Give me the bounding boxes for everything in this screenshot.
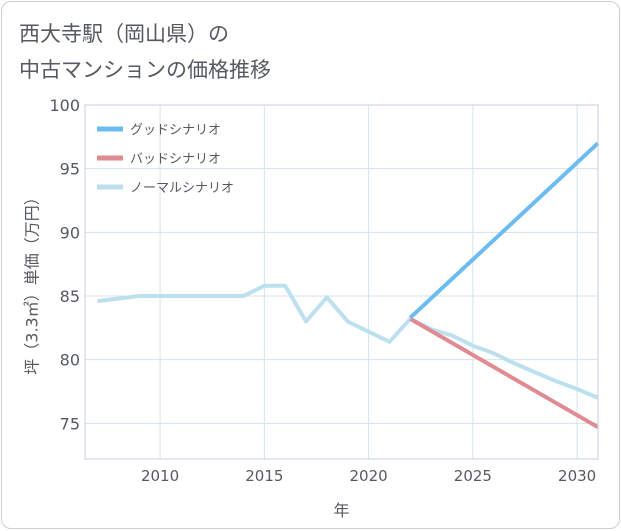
x-tick-label: 2025 [454,467,492,485]
y-axis-label: 坪（3.3㎡）単価（万円） [23,189,42,374]
x-tick-label: 2015 [245,467,283,485]
x-axis-label: 年 [333,501,349,520]
y-tick-label: 100 [49,96,80,115]
normal-scenario-line [97,283,599,400]
axes: 2010 2015 2020 2025 2030 75 80 85 90 95 100 年 坪（3.3㎡… [23,96,597,520]
chart-title-line1: 西大寺駅（岡山県）の [19,22,229,46]
y-tick-label: 85 [60,287,80,306]
legend-label-0: グッドシナリオ [130,123,221,138]
x-tick-label: 2020 [350,467,388,485]
y-tick-label: 80 [60,351,80,370]
legend-label-1: バッドシナリオ [130,152,221,167]
y-tick-label: 95 [60,160,80,179]
legend-label-2: ノーマルシナリオ [130,181,234,196]
chart-title-line2: 中古マンションの価格推移 [19,58,271,82]
series-lines [97,141,600,429]
chart-title: 西大寺駅（岡山県）の 中古マンションの価格推移 [19,16,271,88]
good-scenario-line [408,141,600,320]
y-tick-label: 75 [60,414,80,433]
plot-frame [84,104,599,460]
bad-scenario-line [409,317,599,429]
y-tick-label: 90 [60,223,80,242]
x-tick-label: 2030 [558,467,596,485]
x-tick-label: 2010 [141,467,179,485]
